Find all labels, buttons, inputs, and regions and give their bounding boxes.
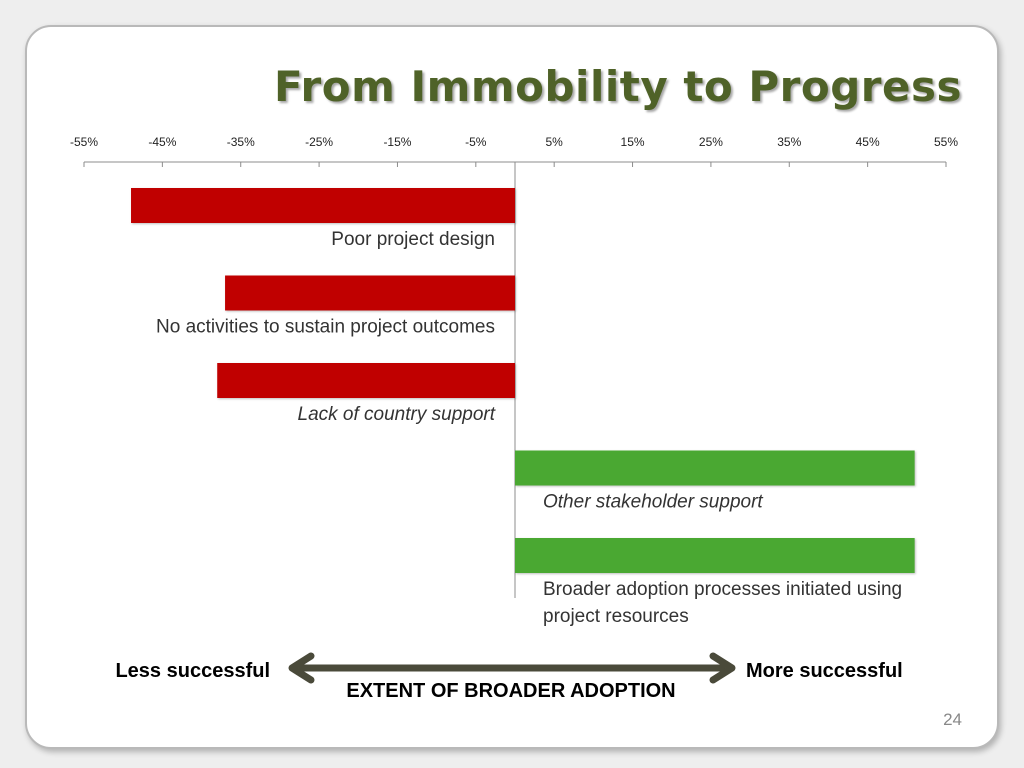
- x-tick-label: -5%: [465, 135, 487, 149]
- scale-arrow: [288, 652, 736, 684]
- more-successful-label: More successful: [746, 660, 903, 682]
- bar: [515, 538, 915, 573]
- x-tick-label: 45%: [856, 135, 880, 149]
- right-arrowhead: [709, 652, 736, 684]
- x-tick-label: 35%: [777, 135, 801, 149]
- x-tick-label: 5%: [546, 135, 564, 149]
- bar: [225, 275, 515, 311]
- x-tick-label: -25%: [305, 135, 333, 149]
- x-tick-label: 15%: [621, 135, 645, 149]
- page-title: From Immobility to Progress: [274, 62, 962, 111]
- bar: [515, 450, 915, 486]
- x-tick-label: -15%: [383, 135, 411, 149]
- less-successful-label: Less successful: [115, 660, 270, 682]
- bar-category-label: Other stakeholder support: [543, 492, 763, 513]
- bar-category-label: No activities to sustain project outcome…: [156, 317, 495, 338]
- x-tick-label: -45%: [148, 135, 176, 149]
- bar: [131, 188, 515, 223]
- bars: [131, 188, 915, 573]
- bar-labels: Poor project design No activities to sust…: [156, 229, 902, 627]
- x-tick-label: 55%: [934, 135, 958, 149]
- x-tick-label: -35%: [227, 135, 255, 149]
- left-arrowhead: [288, 652, 315, 684]
- bar: [217, 363, 515, 398]
- page-number: 24: [943, 710, 962, 729]
- axis-title: EXTENT OF BROADER ADOPTION: [346, 680, 675, 702]
- bar-category-label: Broader adoption processes initiated usi…: [543, 579, 902, 627]
- bar-category-label: Lack of country support: [298, 404, 496, 425]
- x-tick-label: -55%: [70, 135, 98, 149]
- bar-category-label: Poor project design: [331, 229, 495, 250]
- x-tick-label: 25%: [699, 135, 723, 149]
